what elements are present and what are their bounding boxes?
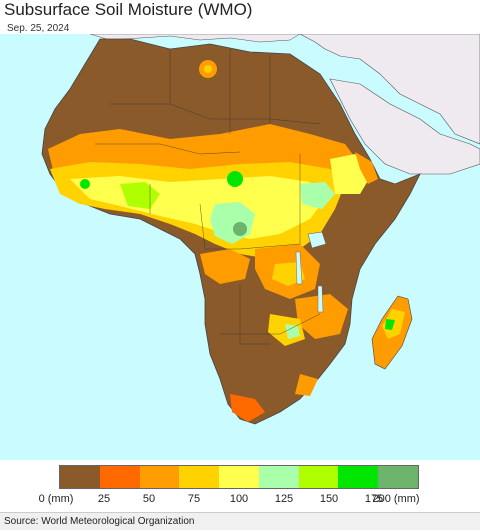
- green-spot-3: [233, 222, 247, 236]
- source-credit: Source: World Meteorological Organizatio…: [0, 512, 480, 530]
- ethiopia-orange-edge: [355, 152, 378, 184]
- lake-victoria: [307, 231, 327, 249]
- legend-swatch-0: [60, 466, 100, 488]
- legend-tick-7: 175: [364, 493, 384, 505]
- legend-tick-2: 50: [142, 493, 156, 505]
- legend-swatch-1: [99, 466, 140, 488]
- madagascar-green: [385, 319, 395, 330]
- legend-tick-0: 0 (mm): [38, 493, 74, 505]
- legend-color-bar: [59, 465, 419, 489]
- legend-swatch-6: [298, 466, 339, 488]
- lake-tanganyika: [295, 251, 303, 285]
- legend-swatch-8: [378, 466, 419, 488]
- legend-tick-6: 150: [319, 493, 339, 505]
- legend: 0 (mm) 25 50 75 100 125 150 175 200 (mm): [0, 460, 480, 512]
- green-spot-2: [80, 179, 90, 189]
- map-title: Subsurface Soil Moisture (WMO): [4, 0, 253, 19]
- map-date: Sep. 25, 2024: [7, 23, 70, 34]
- legend-swatch-2: [139, 466, 180, 488]
- libya-yellow-spot: [204, 65, 212, 73]
- country-borders: [95, 49, 321, 345]
- legend-swatch-3: [179, 466, 220, 488]
- legend-tick-8: 200 (mm): [372, 493, 420, 505]
- legend-tick-1: 25: [97, 493, 111, 505]
- legend-tick-4: 100: [229, 493, 249, 505]
- africa-map: [41, 33, 480, 425]
- eurasia-land: [299, 33, 480, 145]
- zimbabwe-green: [285, 324, 300, 339]
- arabian-peninsula: [329, 78, 480, 175]
- legend-swatch-5: [258, 466, 299, 488]
- lake-malawi: [317, 285, 324, 313]
- legend-swatch-4: [219, 466, 259, 488]
- map-area: [0, 33, 480, 460]
- mozambique-orange: [295, 294, 348, 339]
- south-coast-orange: [295, 374, 318, 396]
- legend-swatch-7: [338, 466, 379, 488]
- legend-tick-5: 125: [274, 493, 294, 505]
- south-orange-edge: [230, 394, 265, 422]
- green-spot-1: [227, 171, 243, 187]
- east-green-patch: [300, 182, 335, 209]
- legend-tick-3: 75: [187, 493, 201, 505]
- angola-orange: [200, 249, 250, 284]
